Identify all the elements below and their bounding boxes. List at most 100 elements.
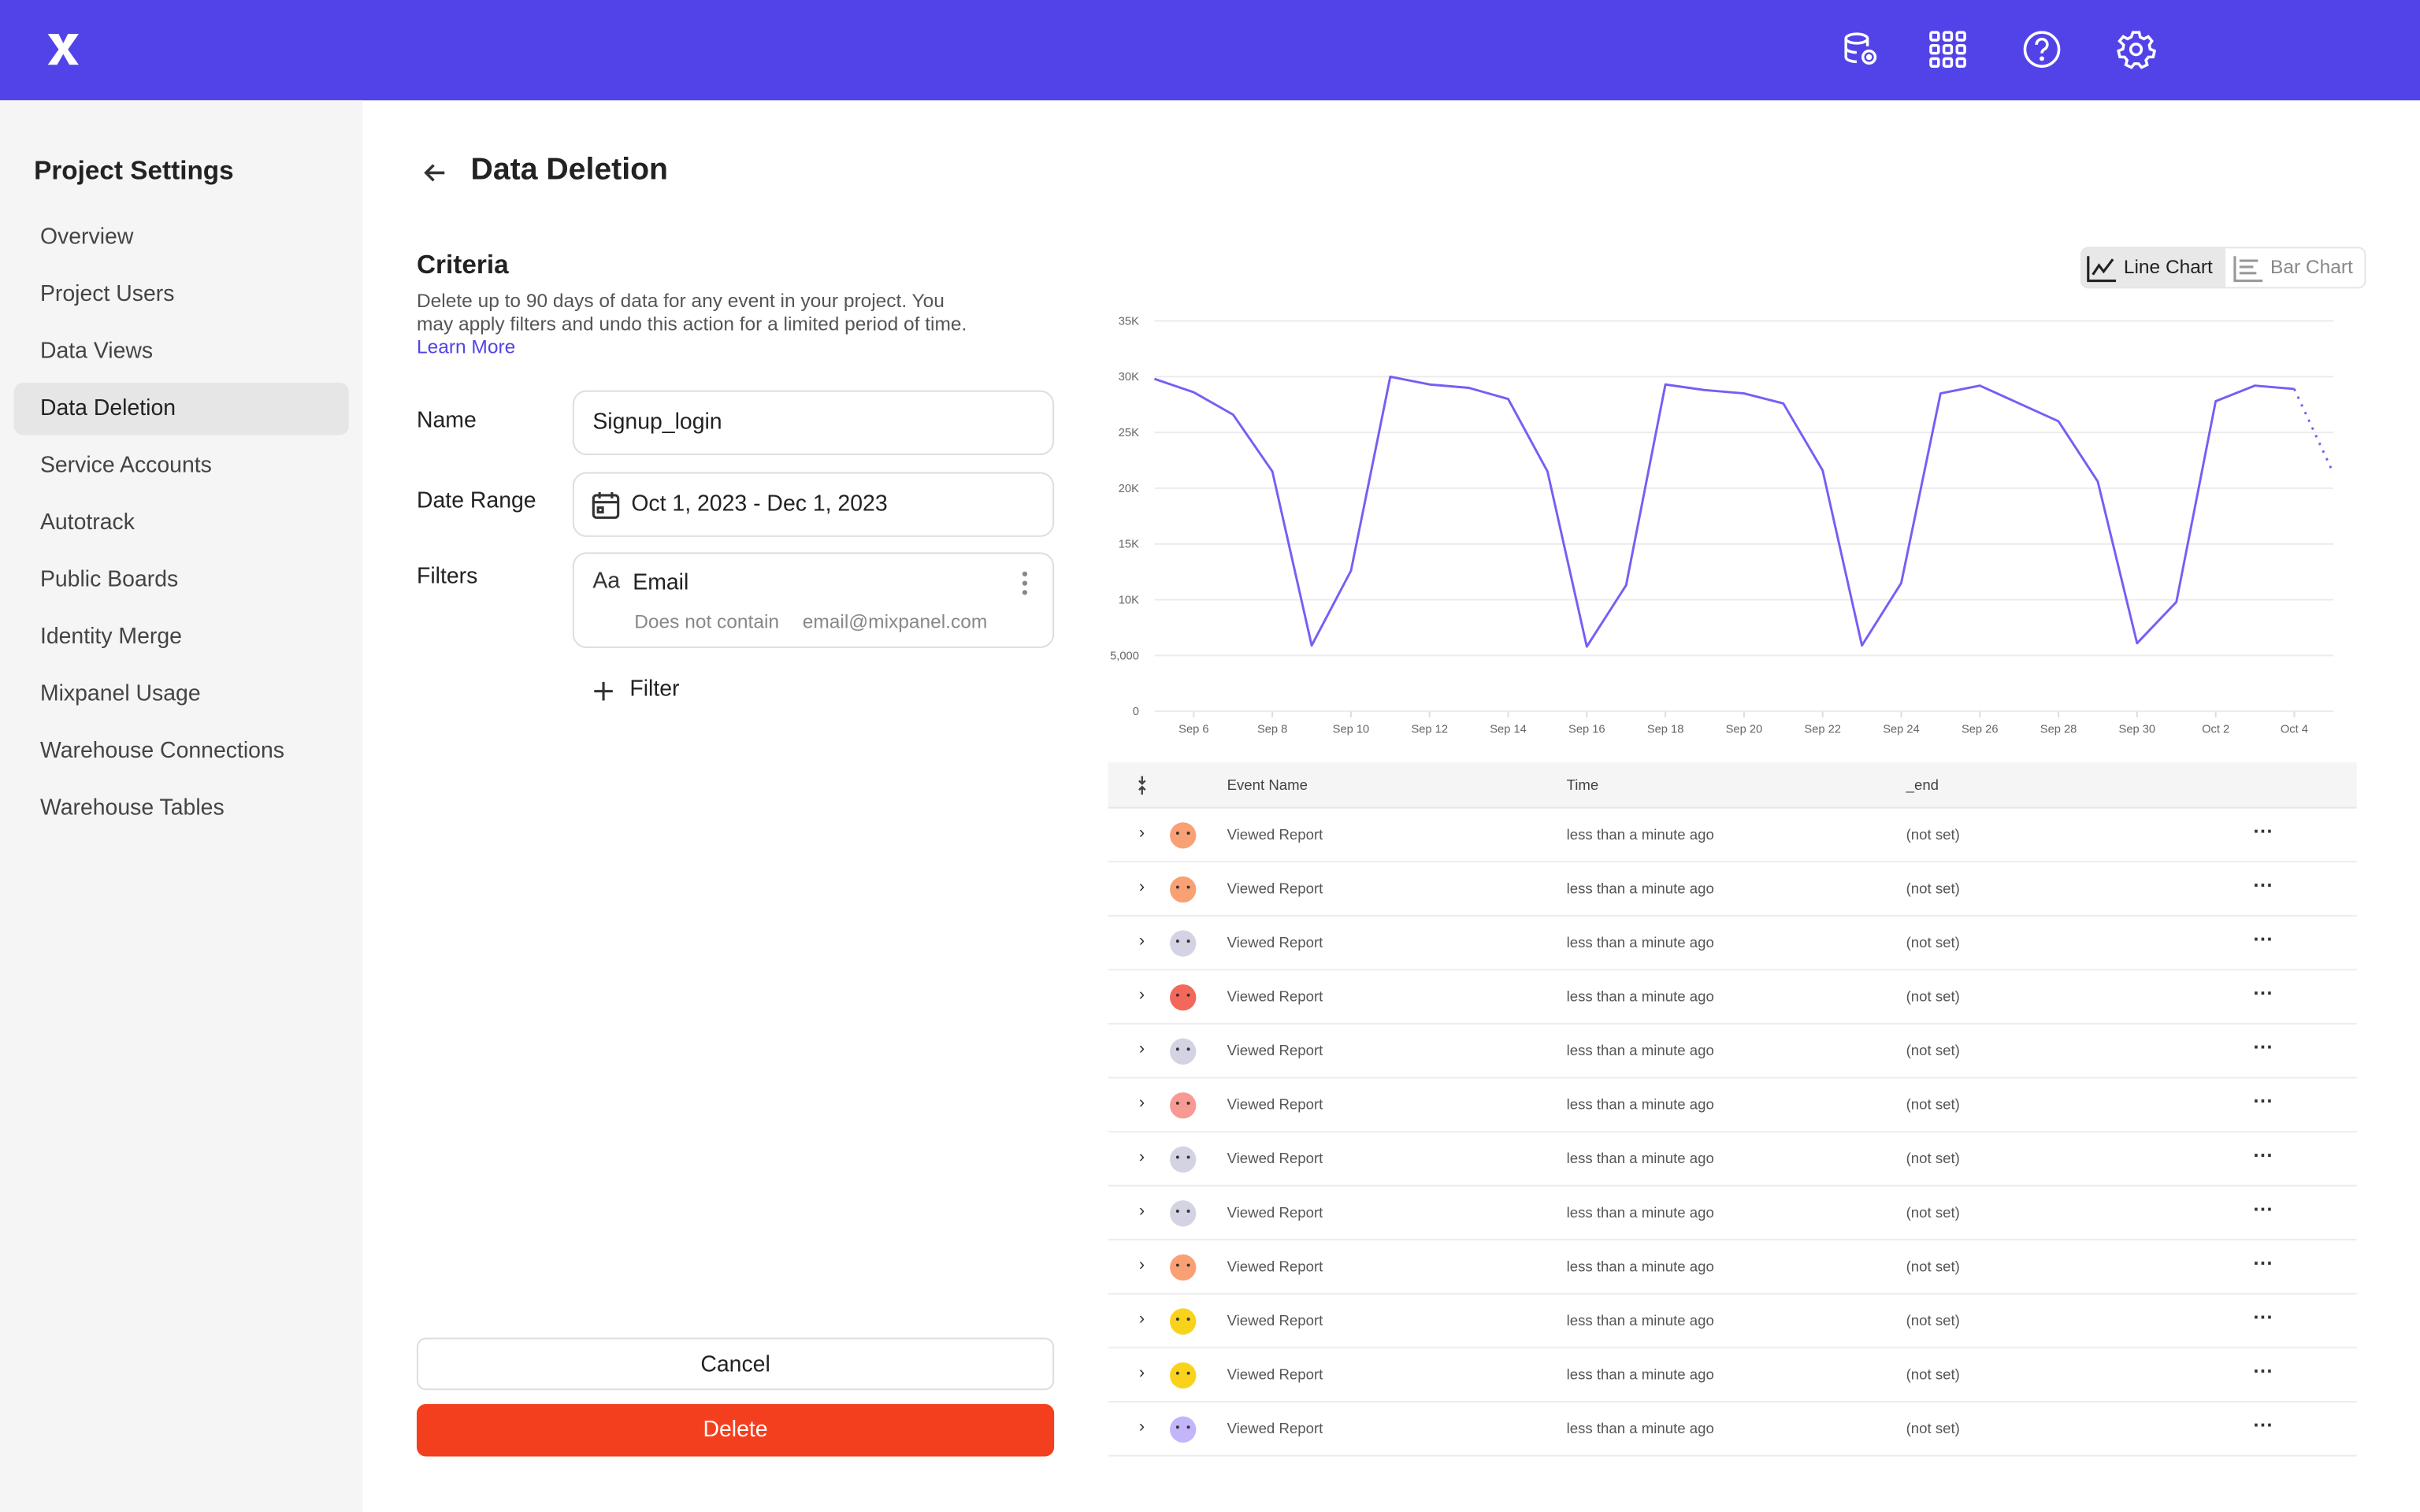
event-name-cell: Viewed Report: [1227, 1366, 1323, 1384]
expand-chevron-icon[interactable]: ›: [1138, 1310, 1145, 1329]
expand-chevron-icon[interactable]: ›: [1138, 1147, 1145, 1167]
y-tick-label: 15K: [1119, 539, 1139, 551]
expand-chevron-icon[interactable]: ›: [1138, 877, 1145, 897]
plus-icon: [594, 681, 613, 701]
mixpanel-logo[interactable]: [43, 29, 84, 69]
string-type-icon: Aa: [592, 569, 621, 595]
top-nav-bar: [0, 0, 2420, 101]
row-more-icon[interactable]: ···: [2253, 927, 2273, 951]
expand-chevron-icon[interactable]: ›: [1138, 1418, 1145, 1437]
expand-chevron-icon[interactable]: ›: [1138, 932, 1145, 951]
name-label: Name: [416, 409, 477, 434]
y-tick-label: 30K: [1119, 371, 1139, 384]
column-header-event-name[interactable]: Event Name: [1227, 777, 1308, 795]
sidebar-item-data-deletion[interactable]: Data Deletion: [13, 382, 349, 435]
line-chart: 0 5,000 10K 15K 20K 25K 30K 35K Sep 6 Sep 8 Sep 10…: [1110, 315, 2335, 736]
database-settings-icon[interactable]: [1841, 29, 1881, 69]
x-tick-label: Sep 10: [1333, 724, 1370, 736]
x-tick-label: Oct 2: [2202, 724, 2229, 736]
row-more-icon[interactable]: ···: [2253, 1251, 2273, 1275]
filter-operator[interactable]: Does not contain: [634, 610, 780, 633]
line-chart-toggle[interactable]: Line Chart: [2081, 248, 2226, 287]
table-row[interactable]: › Viewed Report less than a minute ago (not…: [1108, 970, 2357, 1025]
row-more-icon[interactable]: ···: [2253, 1035, 2273, 1059]
sort-icon[interactable]: [1136, 775, 1149, 796]
more-vertical-icon[interactable]: [1022, 571, 1028, 595]
table-row[interactable]: › Viewed Report less than a minute ago (not…: [1108, 917, 2357, 971]
chart-type-toggle: [2080, 246, 2366, 289]
table-row[interactable]: › Viewed Report less than a minute ago (not…: [1108, 1187, 2357, 1241]
row-more-icon[interactable]: ···: [2253, 873, 2273, 897]
sidebar-item-data-views[interactable]: Data Views: [39, 339, 154, 365]
event-name-cell: Viewed Report: [1227, 988, 1323, 1006]
apps-grid-icon[interactable]: [1928, 29, 1968, 69]
name-input[interactable]: Signup_login: [572, 390, 1055, 455]
row-more-icon[interactable]: ···: [2253, 1359, 2273, 1383]
help-icon[interactable]: [2022, 29, 2062, 69]
table-row[interactable]: › Viewed Report less than a minute ago (not…: [1108, 1295, 2357, 1349]
sidebar-item-project-users[interactable]: Project Users: [39, 282, 175, 307]
row-more-icon[interactable]: ···: [2253, 1143, 2273, 1167]
learn-more-link[interactable]: Learn More: [416, 336, 516, 358]
cancel-button[interactable]: Cancel: [416, 1337, 1055, 1391]
sidebar-item-public-boards[interactable]: Public Boards: [39, 567, 179, 593]
sidebar-item-warehouse-tables[interactable]: Warehouse Tables: [39, 795, 225, 821]
bar-chart-toggle[interactable]: Bar Chart: [2229, 248, 2364, 287]
time-cell: less than a minute ago: [1566, 1421, 1714, 1438]
table-row[interactable]: › Viewed Report less than a minute ago (not…: [1108, 1348, 2357, 1403]
time-cell: less than a minute ago: [1566, 1258, 1714, 1277]
row-more-icon[interactable]: ···: [2253, 1089, 2273, 1113]
series-line-partial: [2293, 388, 2335, 475]
sidebar-item-autotrack[interactable]: Autotrack: [39, 510, 135, 536]
row-more-icon[interactable]: ···: [2253, 819, 2273, 843]
date-range-picker[interactable]: Oct 1, 2023 - Dec 1, 2023: [572, 472, 1055, 537]
event-name-cell: Viewed Report: [1227, 880, 1323, 899]
time-cell: less than a minute ago: [1566, 1096, 1714, 1114]
end-cell: (not set): [1906, 1096, 1960, 1114]
sidebar-item-service-accounts[interactable]: Service Accounts: [39, 454, 212, 479]
table-row[interactable]: › Viewed Report less than a minute ago (not…: [1108, 1240, 2357, 1295]
row-more-icon[interactable]: ···: [2253, 981, 2273, 1005]
table-row[interactable]: › Viewed Report less than a minute ago (not…: [1108, 1403, 2357, 1457]
expand-chevron-icon[interactable]: ›: [1138, 1040, 1145, 1059]
expand-chevron-icon[interactable]: ›: [1138, 1202, 1145, 1221]
filter-value[interactable]: email@mixpanel.com: [802, 610, 988, 633]
expand-chevron-icon[interactable]: ›: [1138, 985, 1145, 1005]
expand-chevron-icon[interactable]: ›: [1138, 824, 1145, 843]
avatar: [1170, 1038, 1197, 1065]
sidebar-item-identity-merge[interactable]: Identity Merge: [39, 624, 182, 650]
y-tick-label: 5,000: [1110, 650, 1139, 662]
table-row[interactable]: › Viewed Report less than a minute ago (not…: [1108, 1025, 2357, 1079]
delete-button[interactable]: Delete: [416, 1403, 1055, 1457]
filters-label: Filters: [416, 565, 478, 590]
expand-chevron-icon[interactable]: ›: [1138, 1363, 1145, 1383]
table-row[interactable]: › Viewed Report less than a minute ago (not…: [1108, 1078, 2357, 1133]
column-header-end[interactable]: _end: [1906, 777, 1939, 795]
table-row[interactable]: › Viewed Report less than a minute ago (not…: [1108, 862, 2357, 917]
table-header: [1108, 762, 2357, 809]
sidebar-item-overview[interactable]: Overview: [39, 225, 134, 250]
settings-gear-icon[interactable]: [2116, 29, 2157, 69]
back-arrow-icon[interactable]: [421, 159, 449, 187]
row-more-icon[interactable]: ···: [2253, 1413, 2273, 1437]
table-row[interactable]: › Viewed Report less than a minute ago (not…: [1108, 1132, 2357, 1187]
row-more-icon[interactable]: ···: [2253, 1305, 2273, 1329]
sidebar-item-warehouse-connections[interactable]: Warehouse Connections: [39, 739, 284, 764]
criteria-description: Delete up to 90 days of data for any eve…: [417, 290, 980, 359]
time-cell: less than a minute ago: [1566, 1151, 1714, 1169]
y-tick-label: 0: [1133, 706, 1139, 718]
filter-card[interactable]: Aa Email Does not contain email@mixpanel…: [572, 552, 1055, 648]
expand-chevron-icon[interactable]: ›: [1138, 1094, 1145, 1113]
x-tick-label: Sep 30: [2119, 724, 2156, 736]
time-cell: less than a minute ago: [1566, 1313, 1714, 1330]
table-row[interactable]: › Viewed Report less than a minute ago (not…: [1108, 809, 2357, 863]
sidebar-item-mixpanel-usage[interactable]: Mixpanel Usage: [39, 681, 201, 707]
series-line: [1154, 375, 2295, 648]
y-tick-label: 35K: [1119, 315, 1139, 328]
expand-chevron-icon[interactable]: ›: [1138, 1255, 1145, 1275]
criteria-heading: Criteria: [416, 250, 509, 280]
row-more-icon[interactable]: ···: [2253, 1197, 2273, 1221]
end-cell: (not set): [1906, 988, 1960, 1006]
sidebar-title: Project Settings: [34, 155, 234, 186]
column-header-time[interactable]: Time: [1566, 777, 1599, 795]
